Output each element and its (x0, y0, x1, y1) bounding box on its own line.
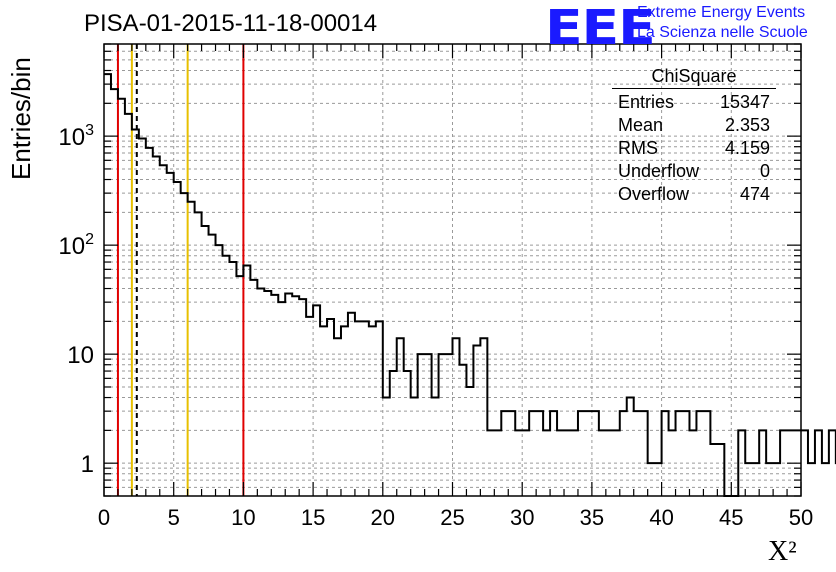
x-tick-label: 5 (168, 505, 180, 530)
stats-value: 474 (739, 184, 770, 204)
logo-line-1: Extreme Energy Events (637, 4, 806, 21)
y-tick-label: 1 (81, 451, 94, 478)
stats-value: 2.353 (724, 115, 770, 135)
x-tick-label: 45 (719, 505, 743, 530)
y-tick-label: 103 (58, 122, 94, 151)
x-tick-label: 15 (301, 505, 325, 530)
stats-label: Underflow (618, 161, 700, 181)
x-tick-label: 10 (231, 505, 255, 530)
logo-line-2: La Scienza nelle Scuole (637, 24, 808, 41)
stats-label: Overflow (618, 184, 690, 204)
stats-row: RMS 4.159 (612, 137, 776, 160)
x-tick-label: 35 (580, 505, 604, 530)
x-tick-label: 25 (440, 505, 464, 530)
stats-row: Overflow 474 (612, 183, 776, 206)
histogram-series (104, 73, 836, 497)
y-tick-exponent: 3 (85, 122, 94, 139)
x-tick-label: 20 (371, 505, 395, 530)
stats-value: 4.159 (724, 138, 770, 158)
x-tick-label: 30 (510, 505, 534, 530)
stats-title: ChiSquare (612, 66, 776, 89)
stats-box: ChiSquare Entries 15347 Mean 2.353 RMS 4.15… (612, 66, 776, 206)
vertical-markers (116, 44, 245, 496)
x-tick-label: 50 (789, 505, 813, 530)
x-tick-labels: 0 5 10 15 20 25 30 35 40 45 50 (98, 505, 813, 530)
plot-title: PISA-01-2015-11-18-00014 (84, 10, 378, 37)
y-tick-exponent: 2 (85, 231, 94, 248)
stats-row: Mean 2.353 (612, 114, 776, 137)
y-axis-label: Entries/bin (6, 57, 36, 180)
y-tick-base: 10 (58, 124, 85, 151)
stats-label: RMS (618, 138, 658, 158)
stats-row: Entries 15347 (612, 91, 776, 114)
eee-logo: EEE (545, 0, 656, 56)
stats-label: Mean (618, 115, 664, 135)
y-tick-label: 10 (67, 342, 94, 369)
x-axis-label: X² (768, 536, 797, 567)
stats-value: 0 (759, 161, 770, 181)
stats-value: 15347 (719, 92, 770, 112)
y-tick-base: 10 (58, 233, 85, 260)
axis-ticks (103, 43, 802, 497)
y-tick-label: 102 (58, 231, 94, 260)
stats-row: Underflow 0 (612, 160, 776, 183)
stats-label: Entries (618, 92, 675, 112)
x-tick-label: 0 (98, 505, 110, 530)
x-tick-label: 40 (649, 505, 673, 530)
